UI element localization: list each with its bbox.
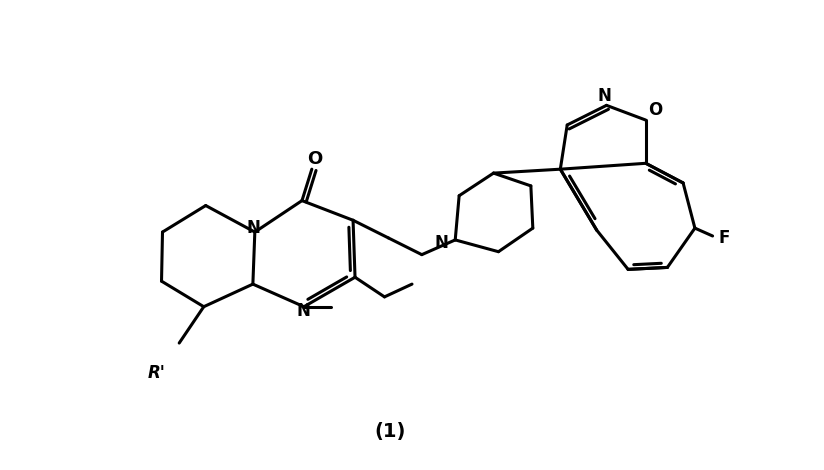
Text: R': R': [147, 363, 166, 382]
Text: O: O: [648, 101, 662, 119]
Text: N: N: [247, 219, 260, 237]
Text: N: N: [296, 302, 310, 320]
Text: N: N: [434, 234, 448, 252]
Text: F: F: [719, 229, 730, 247]
Text: N: N: [597, 86, 611, 104]
Text: (1): (1): [375, 422, 406, 441]
Text: O: O: [307, 150, 322, 168]
